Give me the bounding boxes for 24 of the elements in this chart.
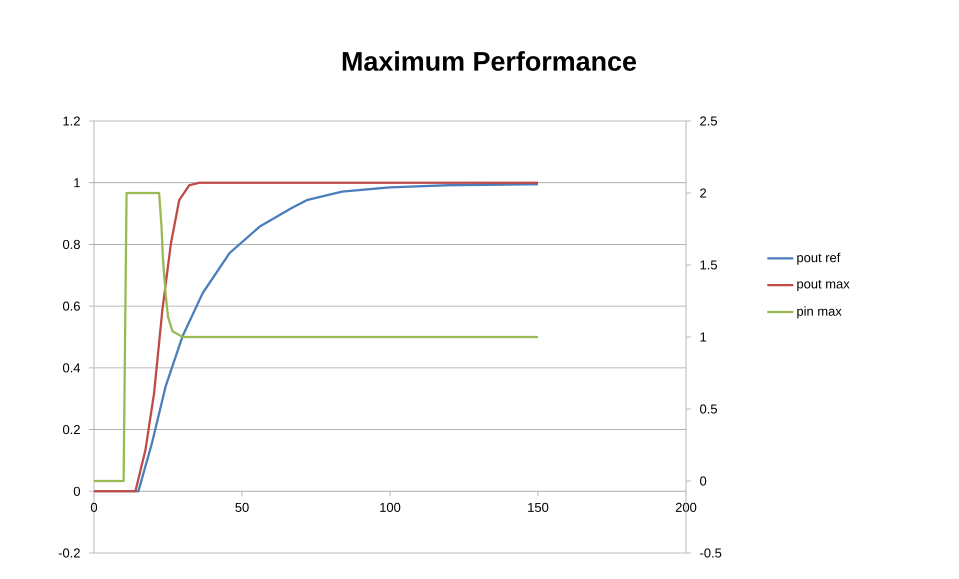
y-tick-label: 0.4 xyxy=(62,363,80,372)
y-tick-label: 1 xyxy=(74,178,80,188)
y-tick-label: 0.6 xyxy=(62,302,80,311)
y-tick-label: 0.8 xyxy=(62,240,80,250)
x-tick-label: 200 xyxy=(676,502,696,512)
x-tick-label: 50 xyxy=(235,502,249,512)
y2-tick-label: -0.5 xyxy=(700,548,722,558)
y-tick-label: 0 xyxy=(74,486,80,496)
y-tick-label: 1.2 xyxy=(63,116,80,126)
x-tick-label: 150 xyxy=(528,502,548,512)
y2-tick-label: 2 xyxy=(700,188,706,198)
y2-tick-label: 0.5 xyxy=(700,404,717,414)
y2-tick-label: 1 xyxy=(700,332,706,342)
legend-label: pin max xyxy=(797,306,842,318)
y-tick-label: 0.2 xyxy=(62,424,80,434)
chart-title: Maximum Performance xyxy=(342,51,636,71)
y-tick-label: -0.2 xyxy=(58,548,80,558)
x-tick-label: 100 xyxy=(380,502,400,512)
y2-tick-label: 0 xyxy=(700,476,706,486)
y2-tick-label: 2.5 xyxy=(700,116,717,126)
y2-tick-label: 1.5 xyxy=(700,260,717,270)
legend-label: pout ref xyxy=(797,252,840,265)
x-tick-label: 0 xyxy=(90,502,98,512)
legend-label: pout max xyxy=(797,280,850,292)
